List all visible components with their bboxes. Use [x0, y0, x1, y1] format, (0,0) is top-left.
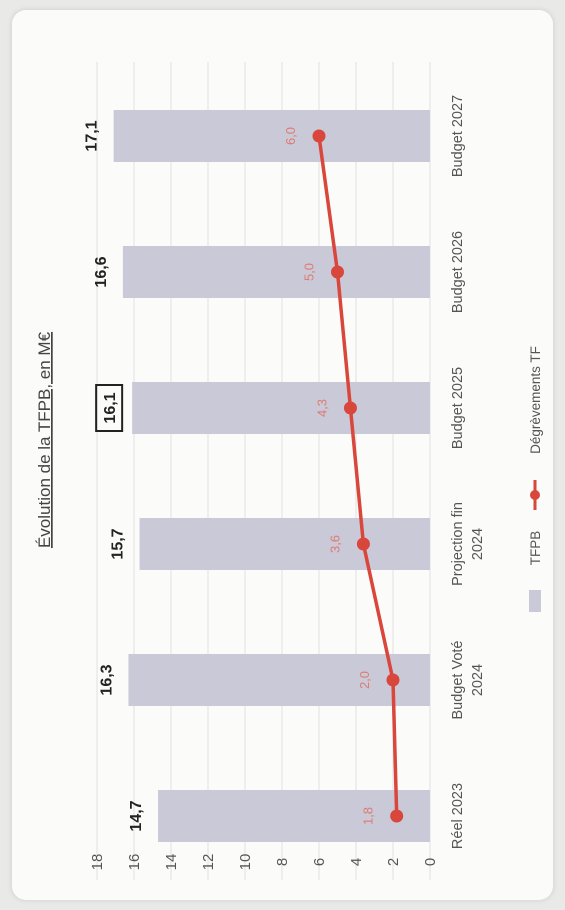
bar-value-label: 16,3: [98, 664, 115, 695]
y-tick-label: 8: [274, 858, 291, 866]
gridlines: [96, 62, 431, 880]
tfpb-bar: [113, 110, 431, 162]
y-tick-label: 2: [385, 858, 402, 866]
bar-value-label: 17,1: [84, 120, 101, 151]
legend: TFPB Dégrèvements TF: [528, 346, 543, 612]
highlight-box: [95, 384, 124, 432]
legend-label-degrevements: Dégrèvements TF: [528, 346, 543, 454]
degrevements-point: [312, 129, 326, 143]
bar-value-label: 16,1: [102, 392, 119, 423]
tfpb-bar: [132, 382, 430, 434]
category-label: Projection fin: [450, 502, 466, 586]
degrevements-line: [312, 129, 404, 823]
y-tick-label: 14: [163, 854, 180, 871]
degrevements-value-label: 3,6: [327, 535, 342, 553]
degrevements-value-label: 1,8: [361, 807, 376, 825]
degrevements-point: [343, 401, 357, 415]
chart-texts: 0 2 4 6 8 10 12 14 16 18 14,7 16,3 15,7 16,1 16,6 17,1 R…: [35, 95, 486, 870]
degrevements-value-label: 2,0: [357, 671, 372, 689]
degrevements-point: [356, 537, 370, 551]
degrevements-line-path: [317, 135, 399, 817]
legend-swatch-marker: [530, 490, 540, 500]
legend-label-tfpb: TFPB: [528, 531, 543, 566]
degrevements-value-label: 6,0: [283, 127, 298, 145]
y-tick-label: 6: [311, 858, 328, 866]
degrevements-value-label: 5,0: [302, 263, 317, 281]
tfpb-bar: [122, 246, 431, 298]
tfpb-bar: [139, 518, 431, 570]
degrevements-point: [386, 673, 400, 687]
degrevements-value-label: 4,3: [314, 399, 329, 417]
tfpb-bars: [113, 110, 431, 842]
bar-value-label: 16,6: [93, 256, 110, 287]
bar-value-label: 14,7: [128, 800, 145, 831]
category-label: 2024: [470, 664, 486, 696]
category-label: Budget 2025: [450, 367, 466, 449]
y-tick-label: 18: [89, 854, 106, 871]
chart-title: Évolution de la TFPB, en M€: [35, 331, 54, 548]
tfpb-bar: [128, 654, 430, 706]
tfpb-bar: [158, 790, 431, 842]
degrevements-point: [331, 265, 344, 279]
legend-swatch-tfpb: [529, 590, 541, 612]
category-label: Budget 2026: [450, 231, 466, 313]
bar-value-label: 15,7: [110, 528, 127, 559]
y-tick-label: 10: [237, 854, 254, 871]
category-label: Budget Voté: [450, 640, 466, 719]
y-tick-label: 16: [126, 854, 143, 871]
degrevements-point: [390, 809, 404, 823]
category-label: 2024: [470, 528, 486, 560]
category-label: Budget 2027: [450, 95, 466, 177]
y-tick-label: 0: [422, 858, 439, 866]
category-label: Réel 2023: [450, 783, 466, 849]
y-tick-label: 12: [200, 854, 217, 871]
y-tick-label: 4: [348, 858, 365, 866]
